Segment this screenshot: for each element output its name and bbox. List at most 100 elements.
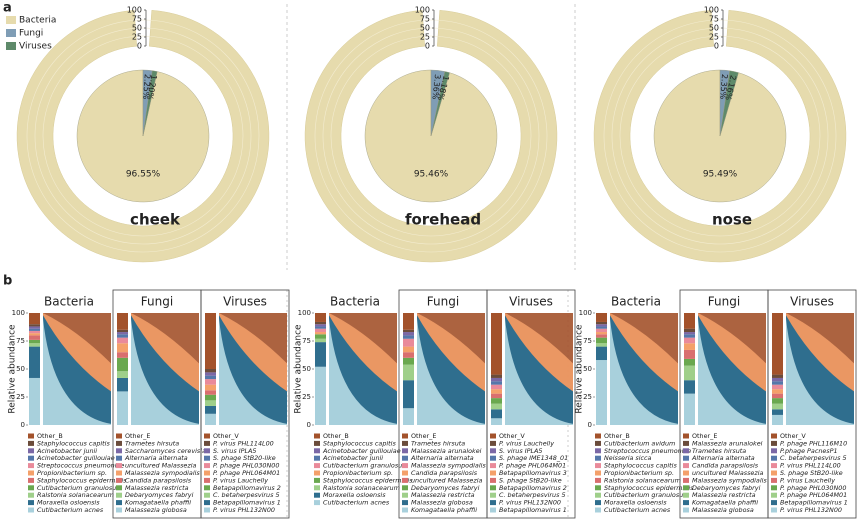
legend-swatch xyxy=(402,470,408,476)
legend-label: uncultured Malassezia xyxy=(692,469,763,477)
legend-swatch xyxy=(490,492,496,498)
legend-swatch xyxy=(116,500,122,506)
radial-tick-label: 25 xyxy=(132,33,142,42)
legend-label: uncultured Malassezia xyxy=(125,462,196,470)
area-sketch xyxy=(219,318,287,425)
mean-bar-segment xyxy=(403,380,414,409)
legend-label: Trametes hirsuta xyxy=(411,439,465,447)
legend-label: Propionibacterium sp. xyxy=(323,469,393,477)
legend-swatch xyxy=(771,485,777,491)
mean-bar-segment xyxy=(596,321,607,325)
y-tick-label: 25 xyxy=(16,393,25,401)
mean-bar-segment xyxy=(491,403,502,410)
legend-swatch xyxy=(402,500,408,506)
legend-label: Malassezia arunalokei xyxy=(692,439,763,447)
legend-label: Malassezia globosa xyxy=(411,499,473,507)
legend-swatch xyxy=(490,448,496,454)
legend-label: Acinetobacter junii xyxy=(322,454,383,462)
legend-label: C. betaherpesvirus 5 xyxy=(780,454,847,462)
radial-tick-label: 75 xyxy=(709,15,719,24)
ring-texture xyxy=(34,27,252,245)
mean-bar-segment xyxy=(772,381,783,385)
legend-swatch xyxy=(204,507,210,513)
legend-label: Neisseria sicca xyxy=(604,454,652,462)
legend-swatch xyxy=(490,477,496,483)
legend-swatch xyxy=(314,448,320,454)
panel-title: Fungi xyxy=(427,295,459,309)
mean-bar-segment xyxy=(117,337,128,344)
mean-bar-segment xyxy=(772,393,783,399)
pie-label: 2.25% xyxy=(141,74,152,100)
mean-bar-segment xyxy=(491,384,502,390)
legend-label: Acinetobacter guillouiae xyxy=(36,454,115,462)
legend-swatch xyxy=(595,477,601,483)
legend-label: P. phage PHL030N00 xyxy=(780,484,846,492)
mean-bar-segment xyxy=(205,375,216,380)
mean-bar-segment xyxy=(596,324,607,327)
radial-tick-label: 50 xyxy=(709,24,719,33)
legend-label: Other_B xyxy=(323,432,349,440)
mean-bar-segment xyxy=(491,418,502,425)
legend-swatch xyxy=(204,433,210,439)
mean-bar-segment xyxy=(29,330,40,334)
mean-bar-segment xyxy=(596,326,607,329)
legend-swatch xyxy=(771,477,777,483)
legend-swatch xyxy=(314,485,320,491)
legend-label: P. phage PHL064M01 xyxy=(213,469,280,477)
mean-bar-segment xyxy=(491,313,502,375)
mean-bar-segment xyxy=(772,384,783,390)
legend-label: Malassezia globosa xyxy=(692,506,754,514)
area-sketch xyxy=(786,318,854,425)
legend-swatch xyxy=(771,507,777,513)
legend-swatch xyxy=(490,485,496,491)
legend-swatch xyxy=(595,440,601,446)
legend-label: Betapapillomavirus 1 xyxy=(499,506,567,514)
mean-bar-segment xyxy=(491,374,502,378)
mean-bar-segment xyxy=(772,377,783,382)
legend-label: Betapapillomavirus 2 xyxy=(213,484,281,492)
mean-bar-segment xyxy=(491,409,502,419)
legend-swatch xyxy=(595,500,601,506)
legend-swatch xyxy=(683,463,689,469)
mean-bar-segment xyxy=(315,321,326,325)
radial-tick-label: 25 xyxy=(709,33,719,42)
radial-tick-label: 0 xyxy=(137,42,142,51)
legend-label: Betapapillomavirus 3 xyxy=(499,469,567,477)
mean-bar-segment xyxy=(491,377,502,382)
mean-bar-segment xyxy=(205,394,216,401)
legend-label: Other_B xyxy=(37,432,63,440)
legend-label: Other_B xyxy=(604,432,630,440)
mean-bar-segment xyxy=(117,332,128,335)
legend-label: Malassezia restricta xyxy=(692,491,756,499)
mean-bar-segment xyxy=(117,334,128,338)
mean-bar-segment xyxy=(684,337,695,344)
legend-swatch xyxy=(6,16,16,24)
y-tick-label: 0 xyxy=(588,421,592,429)
legend-label: Other_V xyxy=(499,432,525,440)
legend-swatch xyxy=(595,507,601,513)
legend-swatch xyxy=(771,440,777,446)
legend-swatch xyxy=(28,492,34,498)
mean-bar-segment xyxy=(205,372,216,376)
area-sketch xyxy=(131,318,199,425)
legend-swatch xyxy=(771,455,777,461)
mean-bar-segment xyxy=(403,357,414,365)
legend-label: Cutibacterium acnes xyxy=(37,506,104,514)
mean-bar-segment xyxy=(29,313,40,325)
legend-label: S. phage IME1348_01 xyxy=(499,454,568,462)
ring-texture xyxy=(314,19,548,253)
panel-label: a xyxy=(3,1,12,16)
legend-label: Other_V xyxy=(780,432,806,440)
legend-label: Staphylococcus epidermidis xyxy=(37,476,127,484)
legend-label: Alternaria alternata xyxy=(691,454,755,462)
legend-swatch xyxy=(28,448,34,454)
radial-tick-label: 0 xyxy=(425,42,430,51)
mean-bar-segment xyxy=(403,364,414,381)
legend-swatch xyxy=(402,455,408,461)
mean-bar-segment xyxy=(315,338,326,343)
legend-label: Cutibacterium granulosum xyxy=(323,462,408,470)
area-sketch xyxy=(417,318,485,425)
legend-swatch xyxy=(116,470,122,476)
legend-swatch xyxy=(402,485,408,491)
mean-bar-segment xyxy=(205,390,216,395)
